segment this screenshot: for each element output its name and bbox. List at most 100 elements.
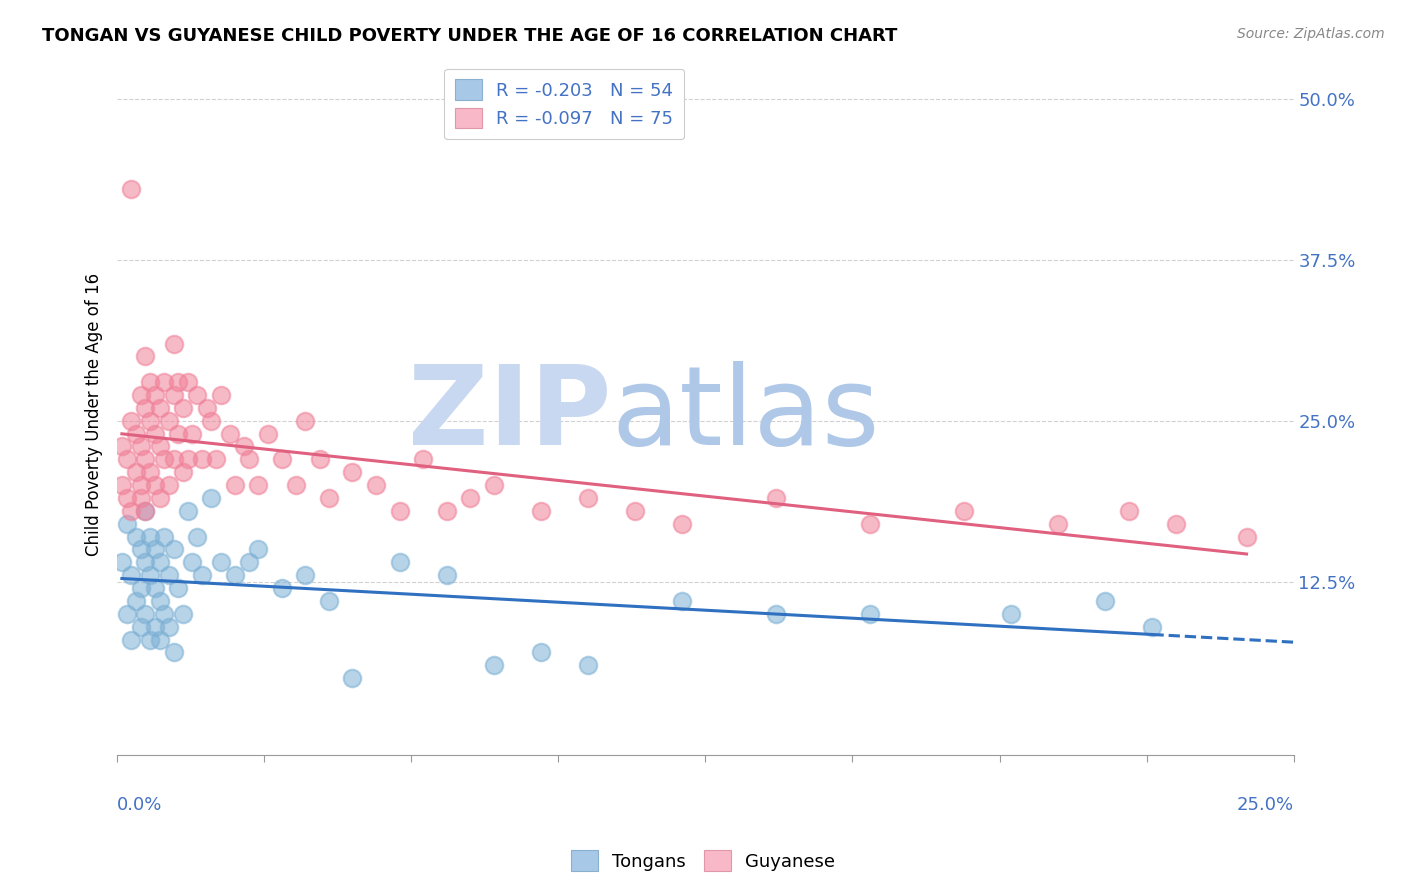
Point bbox=[436, 568, 458, 582]
Point bbox=[115, 452, 138, 467]
Point bbox=[163, 645, 186, 659]
Point bbox=[134, 350, 156, 364]
Point bbox=[177, 375, 200, 389]
Point bbox=[115, 491, 138, 505]
Text: Source: ZipAtlas.com: Source: ZipAtlas.com bbox=[1237, 27, 1385, 41]
Point bbox=[238, 555, 260, 569]
Point bbox=[186, 388, 208, 402]
Point bbox=[624, 504, 647, 518]
Point bbox=[120, 414, 142, 428]
Point bbox=[576, 491, 599, 505]
Point bbox=[186, 530, 208, 544]
Point bbox=[129, 620, 152, 634]
Text: TONGAN VS GUYANESE CHILD POVERTY UNDER THE AGE OF 16 CORRELATION CHART: TONGAN VS GUYANESE CHILD POVERTY UNDER T… bbox=[42, 27, 897, 45]
Point bbox=[177, 504, 200, 518]
Point bbox=[157, 620, 180, 634]
Point bbox=[148, 401, 170, 415]
Point bbox=[238, 452, 260, 467]
Point bbox=[270, 581, 292, 595]
Point bbox=[342, 465, 364, 479]
Point bbox=[224, 478, 246, 492]
Point bbox=[181, 555, 204, 569]
Point bbox=[157, 568, 180, 582]
Point bbox=[294, 414, 316, 428]
Point bbox=[388, 555, 411, 569]
Point bbox=[181, 426, 204, 441]
Point bbox=[111, 478, 134, 492]
Text: ZIP: ZIP bbox=[408, 360, 612, 467]
Point bbox=[134, 504, 156, 518]
Point bbox=[172, 401, 194, 415]
Point bbox=[436, 504, 458, 518]
Point bbox=[342, 671, 364, 685]
Point bbox=[172, 607, 194, 621]
Point bbox=[200, 491, 222, 505]
Point bbox=[111, 555, 134, 569]
Point bbox=[482, 658, 505, 673]
Point bbox=[172, 465, 194, 479]
Point bbox=[765, 491, 787, 505]
Point bbox=[129, 542, 152, 557]
Point bbox=[157, 478, 180, 492]
Point bbox=[125, 426, 148, 441]
Point bbox=[153, 530, 176, 544]
Point bbox=[318, 491, 340, 505]
Point bbox=[191, 568, 214, 582]
Point bbox=[143, 388, 166, 402]
Point bbox=[148, 555, 170, 569]
Point bbox=[120, 504, 142, 518]
Point bbox=[1000, 607, 1022, 621]
Point bbox=[412, 452, 434, 467]
Point bbox=[247, 542, 270, 557]
Point bbox=[530, 504, 553, 518]
Point bbox=[209, 388, 232, 402]
Point bbox=[364, 478, 387, 492]
Point bbox=[143, 478, 166, 492]
Point bbox=[139, 632, 162, 647]
Point bbox=[139, 568, 162, 582]
Point bbox=[308, 452, 330, 467]
Point bbox=[318, 594, 340, 608]
Point bbox=[139, 465, 162, 479]
Text: atlas: atlas bbox=[612, 360, 880, 467]
Point bbox=[139, 375, 162, 389]
Y-axis label: Child Poverty Under the Age of 16: Child Poverty Under the Age of 16 bbox=[86, 273, 103, 556]
Point bbox=[163, 542, 186, 557]
Point bbox=[388, 504, 411, 518]
Point bbox=[224, 568, 246, 582]
Point bbox=[859, 607, 882, 621]
Legend: R = -0.203   N = 54, R = -0.097   N = 75: R = -0.203 N = 54, R = -0.097 N = 75 bbox=[444, 69, 685, 139]
Point bbox=[1118, 504, 1140, 518]
Point bbox=[482, 478, 505, 492]
Point bbox=[205, 452, 228, 467]
Point bbox=[134, 504, 156, 518]
Legend: Tongans, Guyanese: Tongans, Guyanese bbox=[564, 843, 842, 879]
Point bbox=[765, 607, 787, 621]
Point bbox=[285, 478, 308, 492]
Point bbox=[143, 581, 166, 595]
Point bbox=[129, 491, 152, 505]
Text: 0.0%: 0.0% bbox=[117, 797, 163, 814]
Point bbox=[125, 465, 148, 479]
Point bbox=[157, 414, 180, 428]
Point bbox=[148, 632, 170, 647]
Point bbox=[129, 440, 152, 454]
Point bbox=[953, 504, 976, 518]
Point bbox=[111, 440, 134, 454]
Point bbox=[576, 658, 599, 673]
Point bbox=[134, 452, 156, 467]
Point bbox=[195, 401, 218, 415]
Point bbox=[458, 491, 481, 505]
Point bbox=[143, 620, 166, 634]
Point bbox=[143, 542, 166, 557]
Point bbox=[125, 530, 148, 544]
Point bbox=[1142, 620, 1164, 634]
Point bbox=[1094, 594, 1116, 608]
Point bbox=[859, 516, 882, 531]
Point bbox=[129, 581, 152, 595]
Point bbox=[120, 182, 142, 196]
Point bbox=[219, 426, 242, 441]
Point bbox=[148, 491, 170, 505]
Point bbox=[134, 555, 156, 569]
Point bbox=[139, 414, 162, 428]
